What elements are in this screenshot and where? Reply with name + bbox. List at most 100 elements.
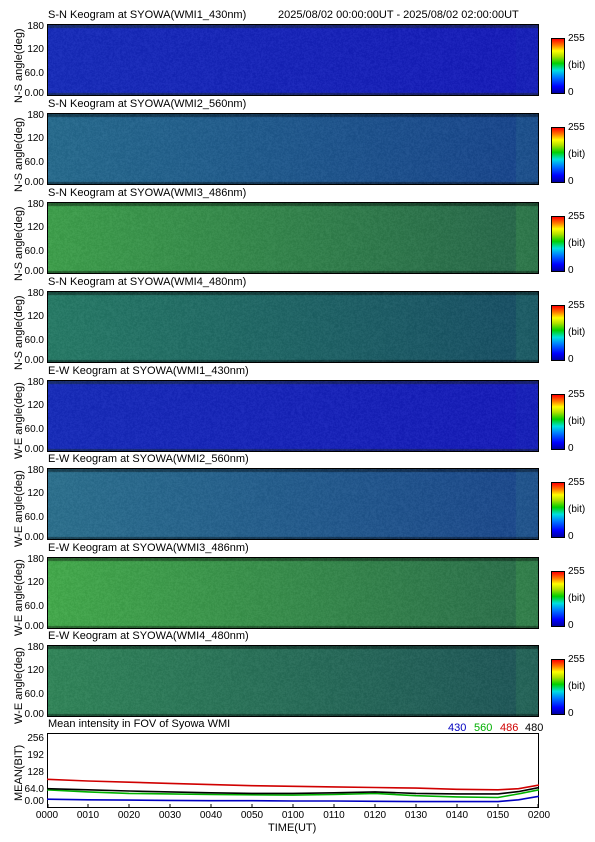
- x-tick-label: 0110: [323, 810, 345, 821]
- colorbar-max-label: 255: [568, 211, 585, 222]
- keogram-ytick: 180: [27, 198, 44, 210]
- keogram-ytick: 120: [27, 43, 44, 55]
- colorbar-unit-label: (bit): [568, 593, 586, 604]
- mean-ytick-64: 64.0: [24, 784, 44, 795]
- x-axis-label: TIME(UT): [268, 822, 317, 834]
- keogram-ytick: 0.00: [24, 354, 44, 366]
- keogram-ytick: 0.00: [24, 176, 44, 188]
- keogram-ytick: 60.0: [24, 246, 44, 258]
- colorbar-max-label: 255: [568, 300, 585, 311]
- keogram-ytick: 180: [27, 376, 44, 388]
- keogram-ytick: 120: [27, 221, 44, 233]
- keogram-ytick: 180: [27, 641, 44, 653]
- colorbar-unit-label: (bit): [568, 238, 586, 249]
- x-tick-label: 0200: [527, 810, 551, 821]
- keogram-ytick: 180: [27, 109, 44, 121]
- colorbar-min-label: 0: [568, 176, 574, 187]
- series-line-480: [47, 786, 539, 795]
- colorbar-7: [551, 571, 565, 627]
- colorbar-max-label: 255: [568, 566, 585, 577]
- x-tick-label: 0040: [199, 810, 223, 821]
- keogram-ytick: 180: [27, 464, 44, 476]
- colorbar-8: [551, 659, 565, 715]
- series-line-430: [47, 795, 539, 803]
- keogram-title-7: E-W Keogram at SYOWA(WMI3_486nm): [48, 542, 249, 554]
- colorbar-min-label: 0: [568, 87, 574, 98]
- colorbar-min-label: 0: [568, 620, 574, 631]
- keogram-ytick: 180: [27, 20, 44, 32]
- legend-486: 486: [500, 722, 519, 734]
- colorbar-unit-label: (bit): [568, 504, 586, 515]
- keogram-ytick: 180: [27, 553, 44, 565]
- colorbar-4: [551, 305, 565, 361]
- colorbar-unit-label: (bit): [568, 327, 586, 338]
- keogram-title-8: E-W Keogram at SYOWA(WMI4_480nm): [48, 630, 249, 642]
- x-tick-label: 0030: [158, 810, 182, 821]
- keogram-ytick: 120: [27, 132, 44, 144]
- keogram-image-5: [47, 380, 539, 452]
- colorbar-unit-label: (bit): [568, 681, 586, 692]
- mean-ytick-0: 0.00: [24, 796, 44, 807]
- legend-480: 480: [525, 722, 544, 734]
- series-line-560: [47, 789, 539, 799]
- keogram-ytick: 120: [27, 664, 44, 676]
- keogram-title-1: S-N Keogram at SYOWA(WMI1_430nm): [48, 9, 247, 21]
- keogram-image-3: [47, 202, 539, 274]
- keogram-ytick: 60.0: [24, 601, 44, 613]
- keogram-title-6: E-W Keogram at SYOWA(WMI2_560nm): [48, 453, 249, 465]
- mean-ytick-128: 128: [27, 767, 44, 778]
- keogram-ytick: 60.0: [24, 68, 44, 80]
- colorbar-1: [551, 38, 565, 94]
- time-range-label: 2025/08/02 00:00:00UT - 2025/08/02 02:00…: [278, 9, 519, 21]
- colorbar-min-label: 0: [568, 265, 574, 276]
- keogram-ytick: 60.0: [24, 157, 44, 169]
- series-line-486: [47, 778, 539, 791]
- keogram-image-7: [47, 557, 539, 629]
- keogram-title-5: E-W Keogram at SYOWA(WMI1_430nm): [48, 365, 249, 377]
- x-tick-label: 0130: [404, 810, 428, 821]
- colorbar-5: [551, 394, 565, 450]
- keogram-ytick: 0.00: [24, 87, 44, 99]
- keogram-ytick: 60.0: [24, 512, 44, 524]
- legend-430: 430: [448, 722, 467, 734]
- keogram-title-2: S-N Keogram at SYOWA(WMI2_560nm): [48, 98, 247, 110]
- x-tick-label: 0100: [281, 810, 305, 821]
- keogram-image-1: [47, 24, 539, 96]
- mean-intensity-plot: [47, 733, 539, 808]
- legend-560: 560: [474, 722, 493, 734]
- colorbar-unit-label: (bit): [568, 416, 586, 427]
- colorbar-max-label: 255: [568, 33, 585, 44]
- x-tick-label: 0150: [486, 810, 510, 821]
- keogram-ytick: 60.0: [24, 689, 44, 701]
- x-tick-label: 0050: [240, 810, 264, 821]
- x-tick-label: 0140: [445, 810, 469, 821]
- mean-panel-title: Mean intensity in FOV of Syowa WMI: [48, 718, 231, 730]
- colorbar-min-label: 0: [568, 531, 574, 542]
- x-tick-label: 0010: [76, 810, 100, 821]
- colorbar-min-label: 0: [568, 708, 574, 719]
- keogram-ytick: 0.00: [24, 531, 44, 543]
- keogram-ytick: 0.00: [24, 620, 44, 632]
- keogram-ytick: 0.00: [24, 265, 44, 277]
- keogram-title-4: S-N Keogram at SYOWA(WMI4_480nm): [48, 276, 247, 288]
- keogram-image-6: [47, 468, 539, 540]
- mean-ytick-192: 192: [27, 750, 44, 761]
- colorbar-max-label: 255: [568, 389, 585, 400]
- keogram-ytick: 60.0: [24, 424, 44, 436]
- keogram-ytick: 120: [27, 399, 44, 411]
- keogram-ytick: 180: [27, 287, 44, 299]
- colorbar-min-label: 0: [568, 354, 574, 365]
- keogram-image-2: [47, 113, 539, 185]
- colorbar-3: [551, 216, 565, 272]
- keogram-ytick: 0.00: [24, 708, 44, 720]
- keogram-ytick: 120: [27, 487, 44, 499]
- colorbar-unit-label: (bit): [568, 149, 586, 160]
- colorbar-2: [551, 127, 565, 183]
- keogram-image-8: [47, 645, 539, 717]
- mean-ytick-256: 256: [27, 733, 44, 744]
- keogram-image-4: [47, 291, 539, 363]
- x-tick-label: 0020: [117, 810, 141, 821]
- colorbar-min-label: 0: [568, 443, 574, 454]
- keogram-ytick: 0.00: [24, 443, 44, 455]
- keogram-title-3: S-N Keogram at SYOWA(WMI3_486nm): [48, 187, 247, 199]
